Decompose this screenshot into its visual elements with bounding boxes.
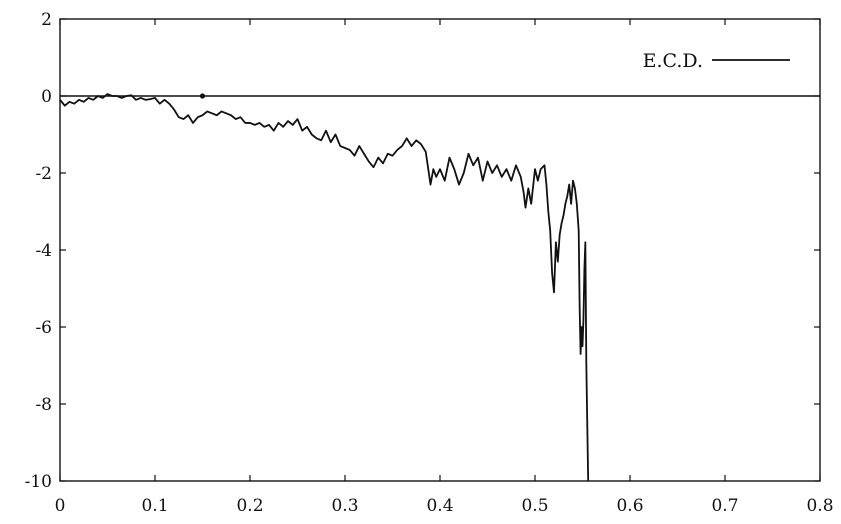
y-tick-label: -6 bbox=[35, 318, 52, 338]
y-tick-label: -4 bbox=[35, 241, 52, 261]
x-tick-label: 0.4 bbox=[426, 496, 453, 516]
series-line-ecd bbox=[59, 93, 590, 482]
y-tick-label: -2 bbox=[35, 164, 52, 184]
x-tick-label: 0.6 bbox=[616, 496, 643, 516]
x-tick-label: 0.7 bbox=[711, 496, 738, 516]
y-tick-label: -8 bbox=[35, 395, 52, 415]
y-tick-label: 2 bbox=[41, 10, 52, 30]
x-tick-label: 0.1 bbox=[141, 496, 168, 516]
legend-label-ecd: E.C.D. bbox=[643, 50, 703, 72]
legend: E.C.D. bbox=[643, 50, 790, 72]
zero-line-marker bbox=[199, 93, 206, 99]
plot-frame bbox=[59, 18, 821, 482]
x-axis-ticks: 0 0.1 0.2 0.3 0.4 0.5 0.6 0.7 0.8 bbox=[55, 19, 834, 516]
x-tick-label: 0.3 bbox=[331, 496, 358, 516]
x-tick-label: 0.5 bbox=[521, 496, 548, 516]
y-axis-ticks: 2 0 -2 -4 -6 -8 -10 bbox=[25, 10, 820, 492]
x-tick-label: 0.2 bbox=[236, 496, 263, 516]
y-tick-label: 0 bbox=[41, 87, 52, 107]
x-tick-label: 0 bbox=[55, 496, 66, 516]
x-tick-label: 0.8 bbox=[806, 496, 833, 516]
y-tick-label: -10 bbox=[25, 472, 52, 492]
